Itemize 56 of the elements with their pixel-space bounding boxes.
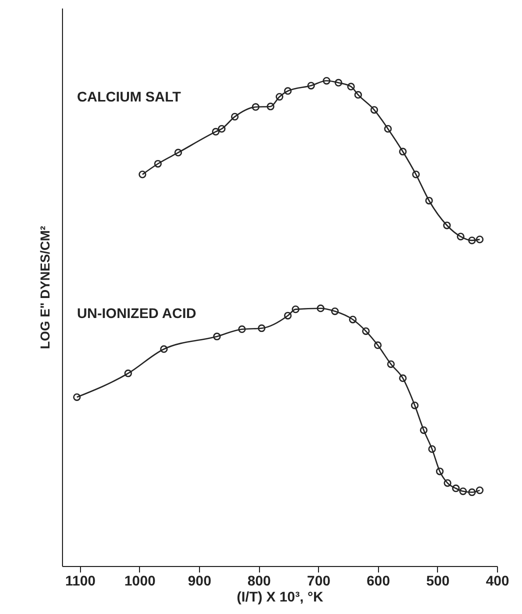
- point: [444, 479, 452, 487]
- x-tick-label: 900: [188, 572, 212, 588]
- x-tick-label: 800: [247, 572, 272, 588]
- point: [452, 484, 460, 492]
- point: [276, 92, 284, 101]
- point: [238, 325, 246, 334]
- x-tick-label: 600: [366, 572, 390, 588]
- point: [307, 82, 315, 90]
- point: [362, 327, 370, 335]
- point: [124, 370, 132, 378]
- x-tick-label: 1000: [124, 572, 156, 588]
- y-axis-title: LOG E" DYNES/CM²: [38, 225, 52, 350]
- x-tick-label: 700: [307, 572, 331, 588]
- point: [384, 125, 392, 133]
- point: [374, 341, 382, 350]
- point: [252, 103, 260, 111]
- x-axis-title: (I/T) X 10³, °K: [236, 588, 324, 604]
- point: [322, 76, 330, 85]
- point: [436, 468, 444, 476]
- point: [174, 148, 182, 156]
- point: [213, 332, 221, 340]
- point: [354, 91, 362, 99]
- point: [284, 312, 292, 320]
- point: [410, 402, 419, 410]
- point: [428, 445, 436, 453]
- point: [218, 125, 226, 133]
- point: [468, 236, 476, 244]
- point: [443, 222, 451, 230]
- point: [331, 307, 339, 316]
- point: [292, 306, 300, 314]
- point: [258, 324, 266, 332]
- x-tick-label: 1100: [65, 572, 96, 588]
- point: [284, 87, 292, 95]
- series-label: UN-IONIZED ACID: [77, 305, 196, 322]
- point: [348, 316, 357, 324]
- point: [399, 148, 407, 156]
- point: [347, 82, 355, 90]
- point: [266, 102, 274, 110]
- point: [420, 426, 428, 434]
- point: [334, 78, 342, 87]
- point: [160, 345, 168, 353]
- point: [459, 487, 467, 496]
- point: [316, 304, 324, 312]
- point: [456, 232, 464, 240]
- point: [154, 160, 162, 168]
- point: [468, 488, 476, 496]
- point: [370, 106, 378, 114]
- text: CALCIUM SALT: [77, 88, 182, 104]
- point: [425, 196, 433, 204]
- point: [412, 170, 420, 178]
- point: [387, 360, 395, 368]
- point: [230, 112, 239, 120]
- point: [212, 128, 220, 136]
- x-tick-label: 400: [486, 572, 510, 588]
- x-tick-label: 500: [426, 572, 450, 588]
- point: [399, 374, 407, 382]
